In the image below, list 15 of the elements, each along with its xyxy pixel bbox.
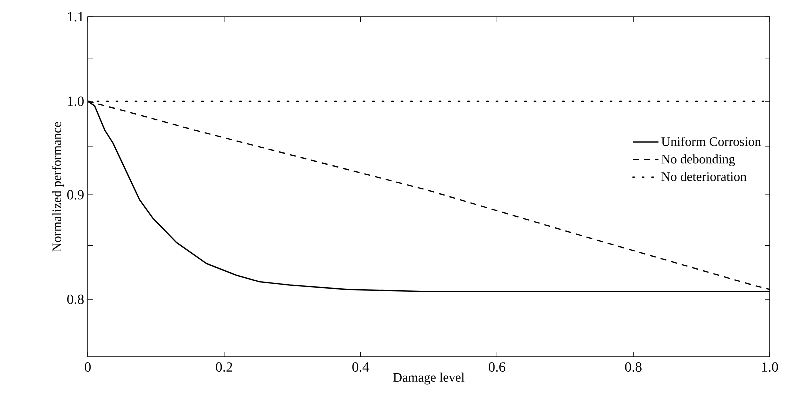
- x-axis-title: Damage level: [393, 372, 465, 385]
- y-tick-label: 0.9: [68, 190, 84, 200]
- legend-label: No deterioration: [662, 172, 747, 182]
- y-tick-label: 1.1: [68, 12, 84, 22]
- x-tick-label: 0.8: [625, 362, 642, 372]
- y-axis-title: Normalized performance: [52, 122, 64, 252]
- x-tick-label: 1.0: [762, 362, 778, 372]
- x-tick-label: 0.6: [488, 362, 506, 372]
- legend-label: Uniform Corrosion: [662, 136, 762, 146]
- y-tick-label: 0.8: [68, 294, 84, 304]
- x-tick-label: 0.2: [216, 362, 232, 372]
- x-tick-label: 0.4: [352, 362, 370, 372]
- legend-label: No debonding: [662, 154, 736, 166]
- x-tick-label: 0: [85, 362, 91, 372]
- y-tick-label: 1.0: [68, 96, 84, 106]
